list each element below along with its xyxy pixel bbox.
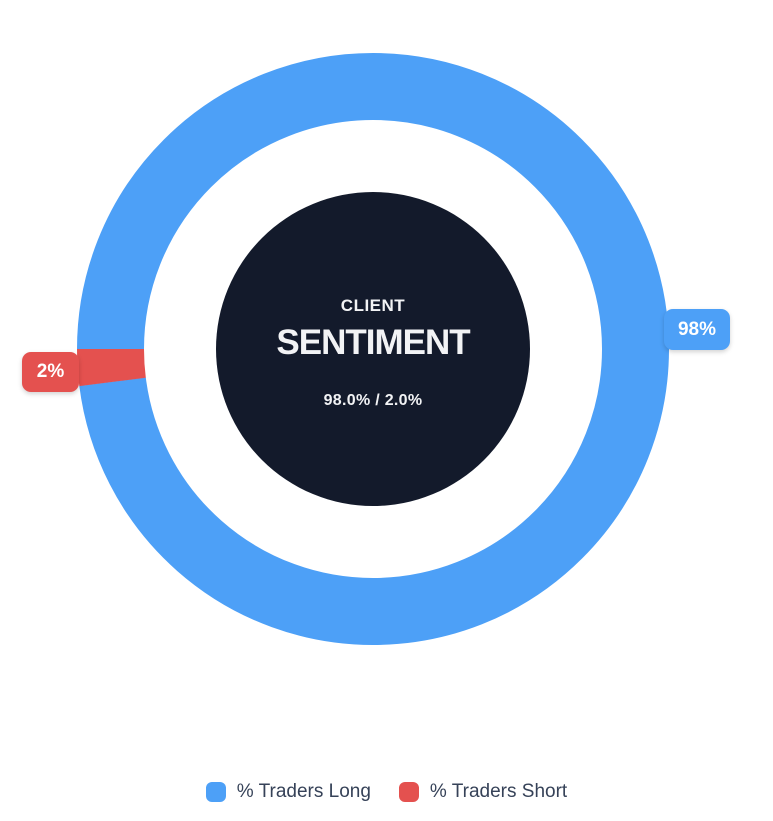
- center-kicker-text: CLIENT: [340, 296, 406, 315]
- center-disc: CLIENT SENTIMENT 98.0% / 2.0%: [216, 192, 530, 506]
- sentiment-donut-chart: [77, 53, 669, 645]
- center-ratio-text: 98.0% / 2.0%: [323, 392, 423, 409]
- legend-item-traders-short[interactable]: % Traders Short: [398, 779, 568, 805]
- legend-item-traders-long[interactable]: % Traders Long: [205, 779, 371, 805]
- traders-long-swatch-icon: [205, 782, 226, 802]
- donut-segment-short[interactable]: [77, 53, 669, 645]
- long-percentage-callout: 98%: [664, 309, 730, 350]
- donut-segment-long[interactable]: [77, 53, 669, 645]
- legend-label-traders-short: % Traders Short: [429, 781, 568, 802]
- traders-short-swatch-icon: [398, 782, 419, 802]
- chart-legend: % Traders Long % Traders Short: [0, 779, 773, 805]
- short-percentage-callout: 2%: [22, 352, 79, 392]
- legend-label-traders-long: % Traders Long: [236, 781, 371, 802]
- center-title-text: SENTIMENT: [276, 323, 470, 362]
